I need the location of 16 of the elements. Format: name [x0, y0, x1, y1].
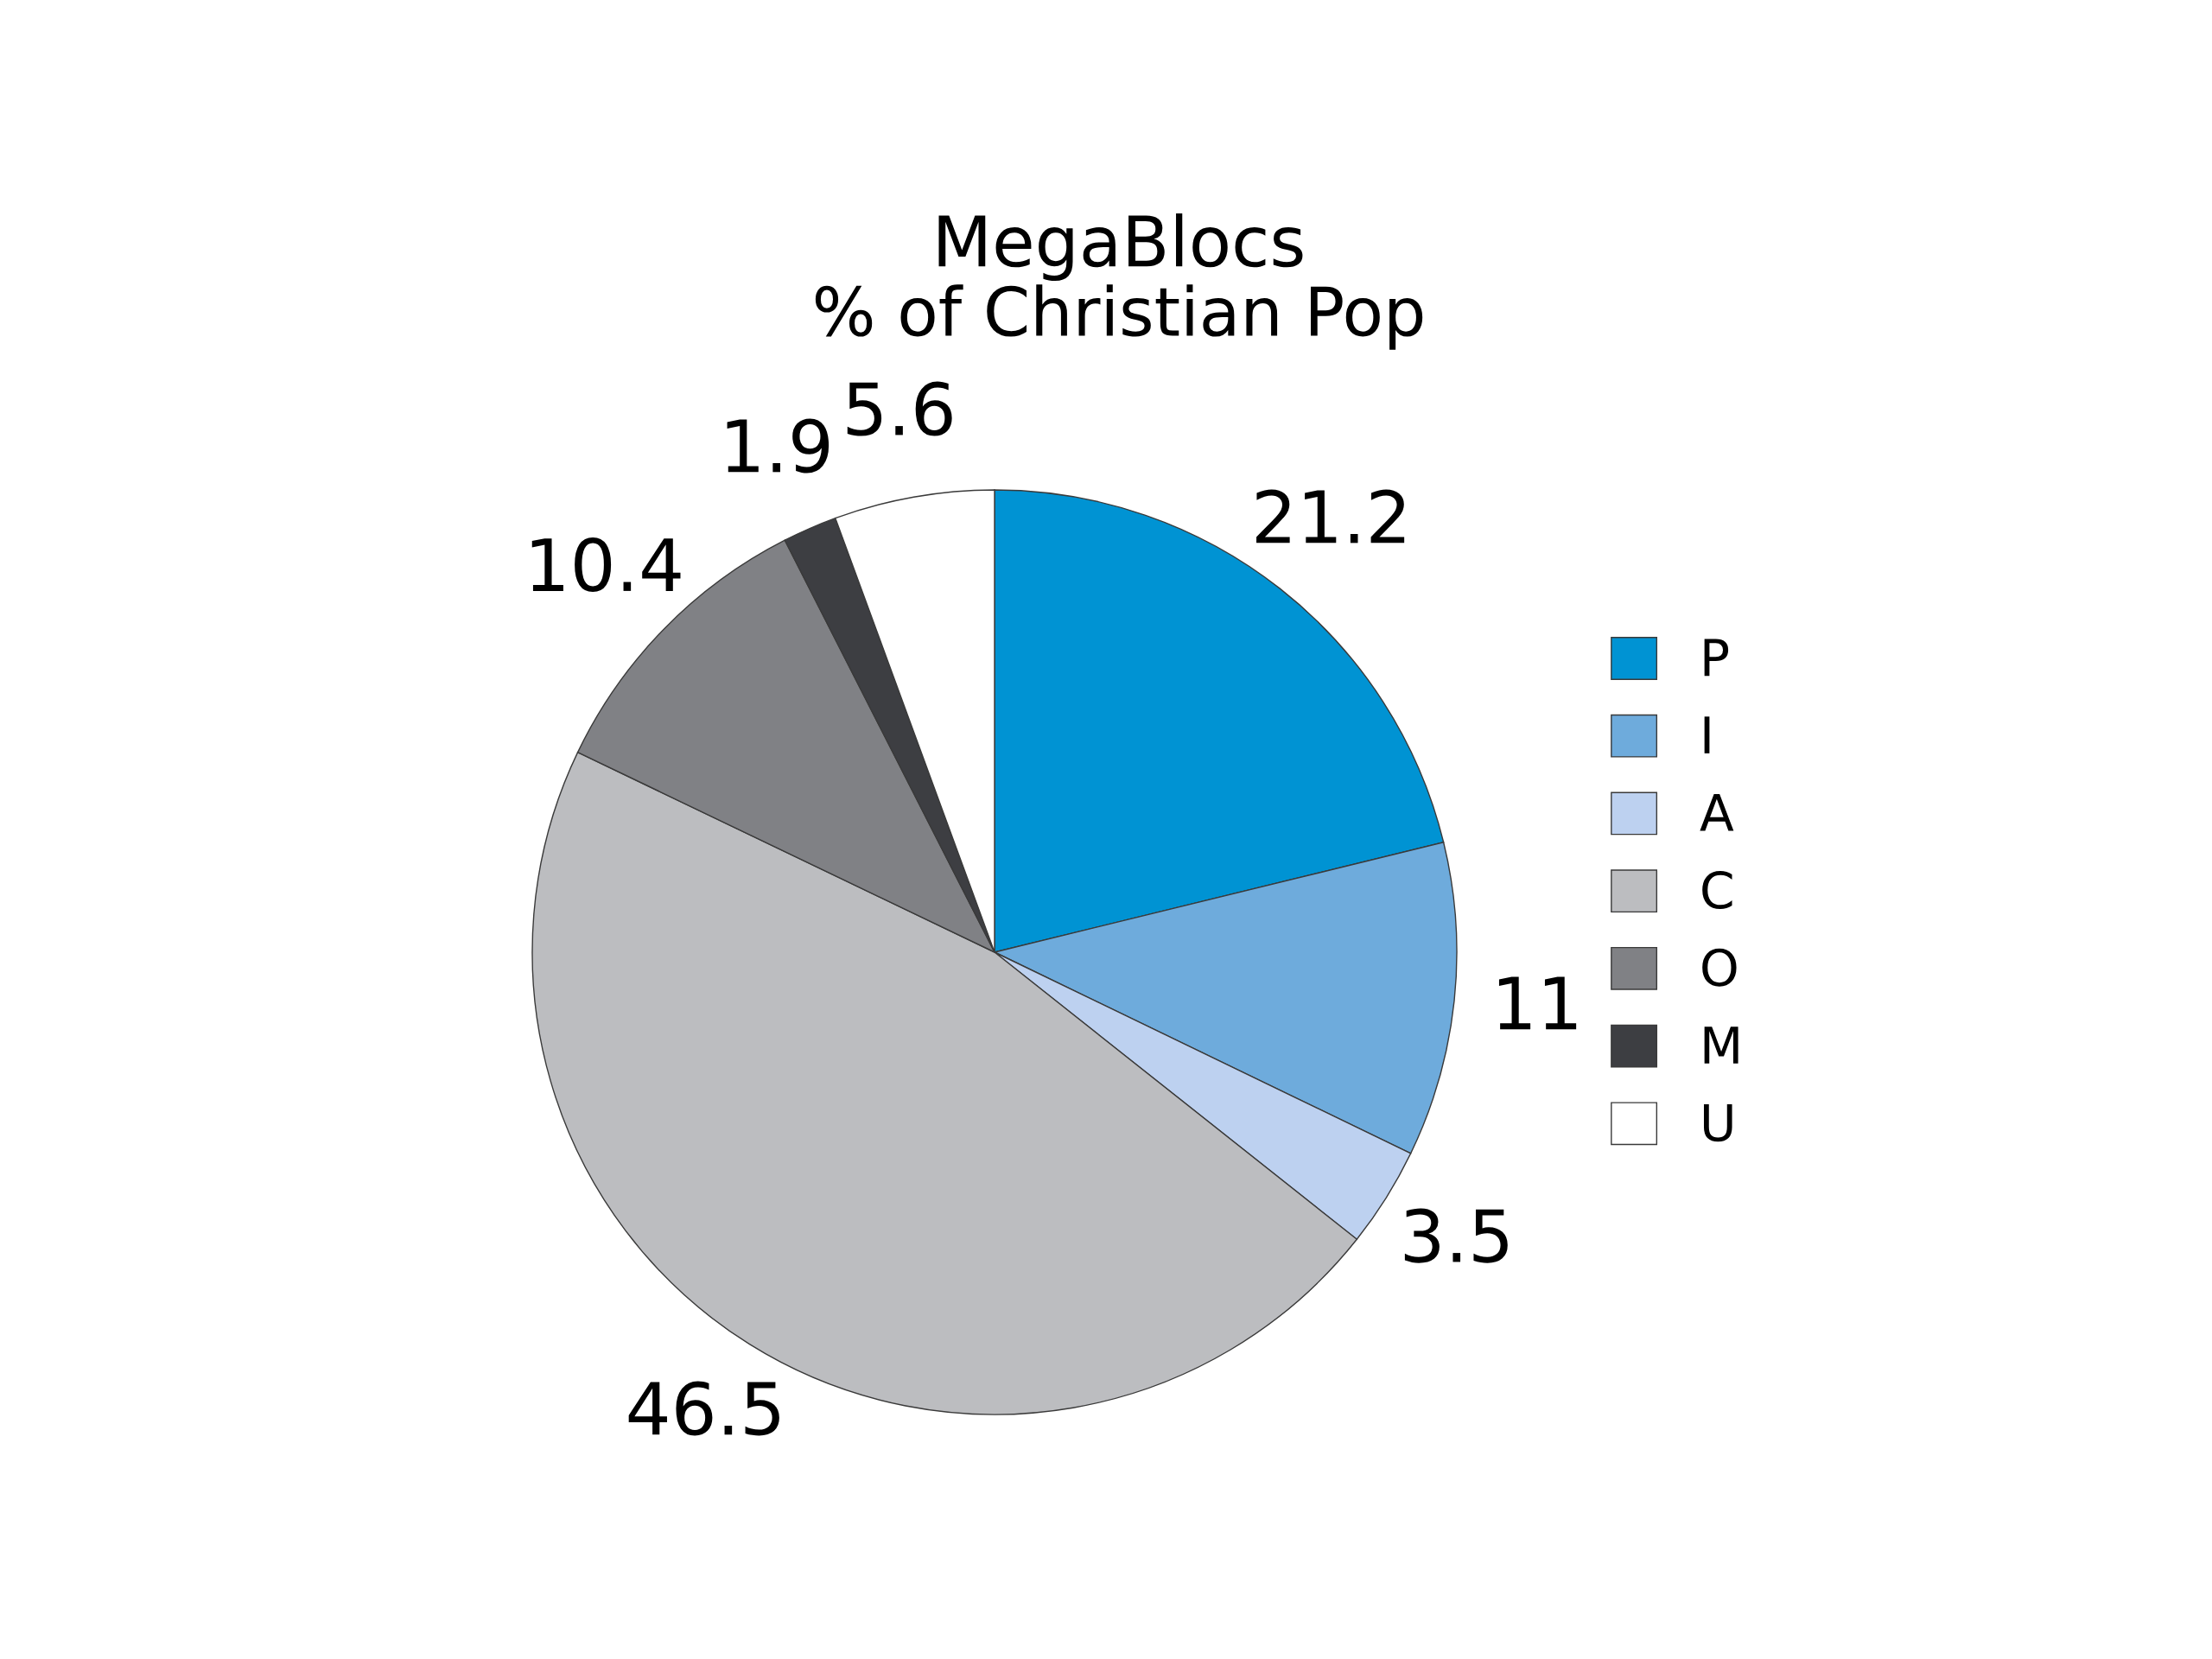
data-label: 46.5	[628, 1381, 779, 1436]
legend-label: C	[1702, 870, 1732, 910]
legend-label: U	[1703, 1103, 1732, 1142]
chart-title: MegaBlocs	[938, 213, 1303, 281]
chart-subtitle: % of Christian Pop	[815, 284, 1423, 350]
legend-label: M	[1704, 1027, 1738, 1064]
data-label: 21.2	[1256, 489, 1405, 543]
data-label: 11	[1498, 976, 1577, 1030]
data-label: 5.6	[847, 381, 952, 436]
data-label: 1.9	[727, 418, 830, 474]
legend-label: O	[1702, 948, 1737, 987]
data-label: 3.5	[1404, 1208, 1508, 1263]
legend-label: A	[1700, 794, 1734, 831]
data-label: 10.4	[531, 537, 681, 593]
legend-label: I	[1704, 716, 1710, 753]
legend-label: P	[1704, 639, 1729, 677]
